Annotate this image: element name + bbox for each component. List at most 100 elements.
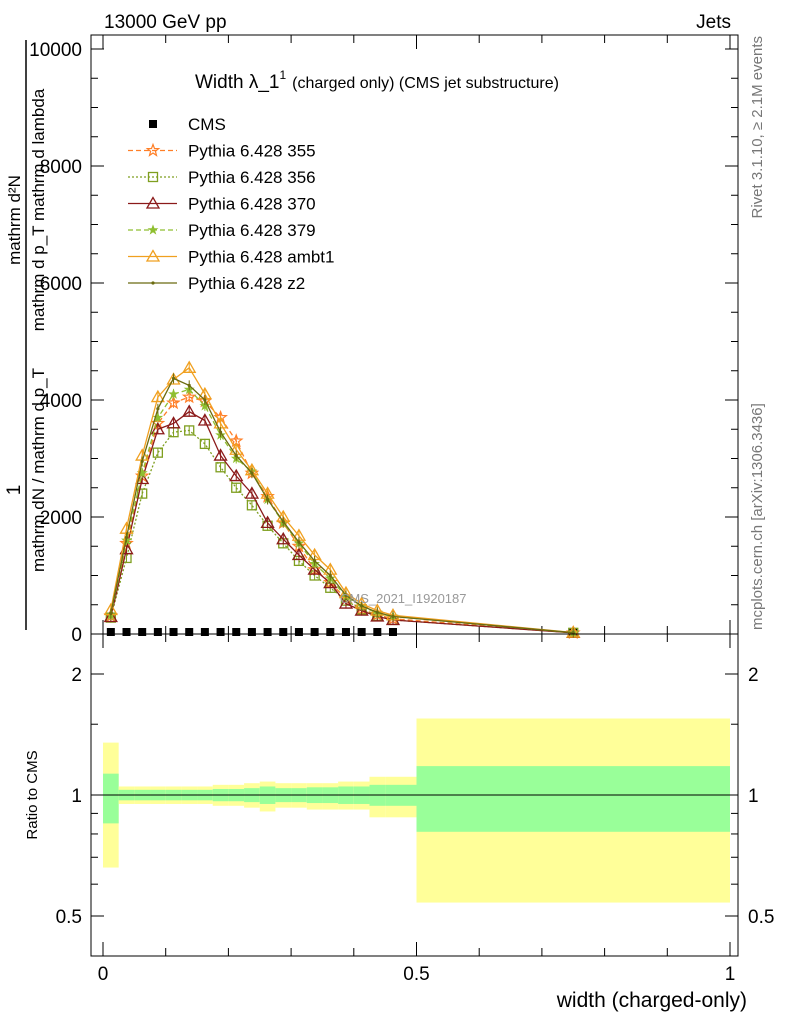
marker-dot [360,604,364,608]
main-ytick-label: 6000 [40,274,82,295]
marker-cms [149,120,157,128]
main-ylabel: 1 mathrm dN / mathrm d p_T mathrm d²N ma… [4,40,48,630]
marker-open-triangle [145,196,161,209]
header-right: Jets [696,12,731,33]
marker-open-square [231,482,242,493]
marker-open-triangle [276,531,291,545]
marker-dot [218,430,223,434]
marker-small-star [152,411,164,423]
legend-label: Pythia 6.428 370 [188,195,316,214]
header-left: 13000 GeV pp [104,12,227,33]
main-panel: 0 2000 4000 6000 8000 10000 CMS_2021_I1920187… [4,34,739,646]
mcplots-label: mcplots.cern.ch [arXiv:1306.3436] [749,403,766,630]
marker-open-triangle [338,596,354,609]
main-title-main: Width λ_1 [195,72,279,93]
legend-item: Pythia 6.428 355 [128,142,316,161]
analysis-label: CMS_2021_I1920187 [340,591,467,606]
legend-label: Pythia 6.428 355 [188,142,316,161]
marker-dot [203,398,207,402]
legend-item: Pythia 6.428 ambt1 [128,248,334,267]
marker-open-triangle [182,404,197,417]
main-title: Width λ_11 (charged only) (CMS jet substr… [195,68,559,93]
marker-cms [357,628,366,636]
marker-star [166,395,181,410]
series-line [110,377,574,634]
legend-label: Pythia 6.428 z2 [188,274,305,293]
xtick-label: 0.5 [403,964,429,985]
marker-open-triangle [229,468,244,482]
marker-open-triangle [291,547,307,561]
main-series-layer [103,360,581,640]
marker-dot [187,383,191,387]
main-axis-ticks [91,35,738,635]
xtick-label: 1 [725,964,736,985]
marker-cms [200,628,209,636]
main-ytick-label: 10000 [29,40,82,61]
marker-dot [140,459,144,464]
marker-star [145,142,161,157]
marker-open-triangle [103,609,118,623]
ylabel-numerator-frac: mathrm d p_T mathrm d lambda [29,88,48,331]
marker-cms [138,628,147,636]
ratio-ytick-label-right: 2 [748,665,759,686]
marker-dot [151,281,155,285]
ylabel-numerator: mathrm d²N [5,175,24,265]
marker-open-square [246,500,258,511]
marker-open-square [199,438,211,450]
main-ytick-label: 8000 [40,157,82,178]
ylabel-denominator: mathrm dN / mathrm d p_T [29,368,48,572]
ratio-ytick-label-right: 1 [748,786,759,807]
marker-cms [169,628,178,636]
series-pythia-6-428-356 [105,425,579,638]
marker-open-triangle [307,562,322,575]
marker-cms [122,628,131,636]
marker-dot [250,471,254,475]
marker-small-star [199,400,211,411]
ratio-ytick-label-right: 0.5 [748,907,774,928]
marker-dot [156,407,160,411]
marker-open-triangle [166,372,181,385]
ratio-frame [90,633,739,957]
ylabel-one: 1 [4,485,25,496]
marker-small-star [147,224,159,235]
marker-cms [153,628,162,636]
marker-open-square [147,171,159,183]
marker-dot [234,453,238,458]
ratio-tick-labels: 0.5 0.5 1 1 2 2 0 0.5 1 [56,665,775,985]
series-pythia-6-428-z2 [109,373,575,638]
marker-open-triangle [119,541,134,555]
marker-cms [232,628,241,636]
marker-cms [279,628,288,636]
marker-cms [216,628,225,636]
x-axis-label: width (charged-only) [556,989,747,1012]
marker-open-triangle [244,486,260,499]
legend-item: CMS [149,115,226,134]
marker-open-triangle [197,413,213,426]
legend-item: Pythia 6.428 356 [128,168,316,187]
main-title-sup: 1 [279,68,286,82]
marker-open-triangle [182,360,197,373]
marker-open-triangle [213,448,228,461]
marker-cms [247,628,256,636]
legend-label: Pythia 6.428 ambt1 [188,248,334,267]
legend-item: Pythia 6.428 z2 [128,274,305,293]
band-stat [416,766,730,832]
marker-dot [344,593,348,597]
legend-item: Pythia 6.428 379 [128,221,316,240]
marker-cms [373,628,382,636]
marker-open-triangle [150,389,165,403]
marker-dot [375,610,379,614]
marker-open-square [184,425,195,436]
series-cms [106,628,578,636]
marker-star [181,389,197,404]
ratio-ytick-label: 2 [71,665,82,686]
ratio-axis-ticks [91,634,738,956]
marker-dot [281,520,285,524]
marker-dot [297,540,301,544]
ratio-ylabel: Ratio to CMS [24,750,41,839]
marker-dot [265,497,270,502]
marker-cms [106,628,115,636]
marker-open-triangle [166,416,181,429]
marker-cms [341,628,350,636]
